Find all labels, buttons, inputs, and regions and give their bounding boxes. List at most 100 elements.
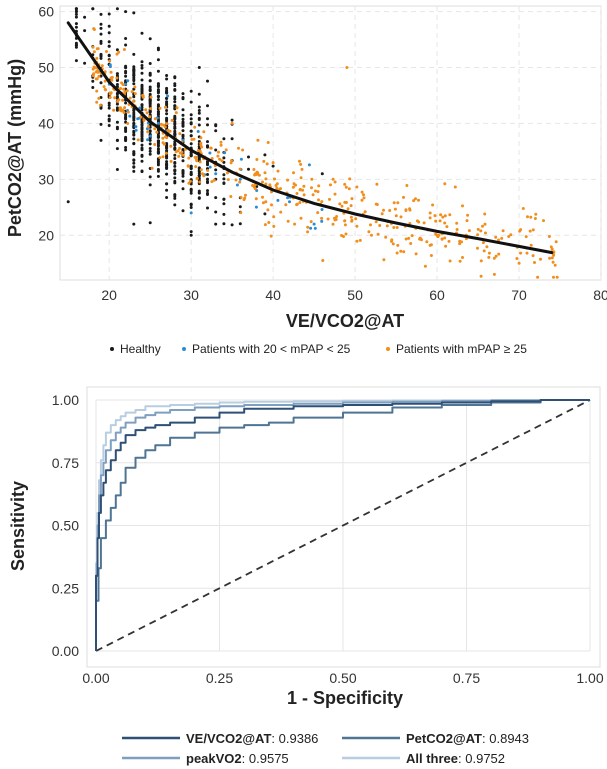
scatter-point-ph-patients (153, 117, 157, 121)
scatter-point-healthy (140, 108, 144, 112)
scatter-point-healthy (124, 101, 128, 105)
scatter-point-ph-patients (309, 220, 313, 224)
scatter-point-ph-patients (350, 197, 354, 201)
scatter-point-ph-patients (492, 256, 496, 260)
scatter-point-healthy (181, 108, 185, 112)
scatter-point-healthy (124, 148, 128, 152)
scatter-point-ph-patients (275, 182, 279, 186)
scatter-point-ph-patients (494, 254, 498, 258)
roc-y-tick-label: 0.50 (52, 518, 79, 534)
roc-y-tick-label: 0.00 (52, 643, 79, 659)
scatter-point-healthy (206, 140, 209, 144)
scatter-point-ph-patients (363, 210, 367, 214)
scatter-point-healthy (140, 83, 144, 87)
scatter-point-healthy (181, 174, 185, 178)
scatter-point-healthy (148, 62, 152, 65)
scatter-point-healthy (74, 12, 78, 16)
scatter-point-healthy (107, 124, 111, 127)
scatter-point-ph-patients (412, 199, 416, 203)
scatter-point-ph-patients (144, 108, 148, 112)
scatter-point-ph-patients (195, 177, 199, 181)
scatter-point-ph-patients (443, 182, 447, 186)
scatter-point-ph-patients (110, 78, 114, 82)
scatter-point-ph-patients (262, 159, 266, 163)
scatter-point-ph-patients (267, 221, 271, 224)
scatter-point-ph-patients (123, 106, 127, 110)
scatter-point-healthy (148, 152, 152, 156)
scatter-point-ph-patients (343, 219, 347, 223)
scatter-point-ph-patients (234, 178, 238, 182)
scatter-point-healthy (165, 167, 169, 170)
scatter-point-ph-patients (422, 221, 426, 225)
scatter-point-healthy (156, 58, 160, 62)
scatter-point-mild-patients (286, 196, 290, 200)
scatter-point-ph-patients (317, 198, 320, 202)
scatter-point-ph-patients (476, 227, 480, 231)
scatter-point-ph-patients (181, 153, 185, 157)
scatter-point-healthy (206, 206, 209, 210)
scatter-point-ph-patients (548, 256, 552, 260)
scatter-point-ph-patients (94, 66, 98, 70)
scatter-point-ph-patients (517, 261, 521, 265)
scatter-point-ph-patients (169, 159, 173, 163)
scatter-point-mild-patients (166, 94, 170, 98)
scatter-point-ph-patients (434, 219, 438, 223)
scatter-point-ph-patients (295, 192, 299, 195)
scatter-point-healthy (197, 109, 201, 112)
scatter-point-ph-patients (220, 159, 224, 163)
scatter-point-ph-patients (529, 215, 533, 219)
scatter-point-healthy (107, 106, 111, 110)
scatter-point-ph-patients (276, 169, 280, 173)
scatter-point-healthy (189, 100, 193, 104)
scatter-point-ph-patients (115, 52, 119, 56)
scatter-point-ph-patients (158, 156, 162, 160)
scatter-y-tick-label: 60 (38, 4, 54, 20)
scatter-point-healthy (214, 210, 218, 214)
scatter-point-healthy (181, 171, 185, 175)
scatter-point-healthy (222, 177, 226, 181)
scatter-point-healthy (148, 130, 152, 133)
scatter-point-ph-patients (438, 219, 442, 223)
scatter-point-ph-patients (170, 118, 174, 122)
scatter-point-healthy (165, 109, 169, 112)
scatter-point-ph-patients (126, 110, 130, 114)
scatter-point-healthy (115, 102, 119, 106)
scatter-x-tick-label: 50 (347, 287, 363, 303)
scatter-point-ph-patients (193, 125, 197, 129)
scatter-point-healthy (181, 187, 185, 191)
scatter-point-ph-patients (355, 239, 359, 243)
scatter-point-healthy (124, 10, 128, 14)
scatter-point-ph-patients (141, 95, 145, 99)
scatter-point-ph-patients (551, 260, 555, 264)
scatter-point-ph-patients (293, 222, 297, 226)
scatter-point-mild-patients (146, 138, 150, 142)
scatter-point-ph-patients (552, 253, 556, 257)
scatter-point-healthy (107, 118, 111, 121)
scatter-point-healthy (214, 123, 218, 127)
scatter-point-healthy (165, 90, 169, 94)
scatter-point-ph-patients (443, 214, 447, 218)
scatter-point-healthy (156, 163, 160, 167)
scatter-point-ph-patients (91, 67, 95, 71)
scatter-point-healthy (189, 113, 193, 117)
legend-label-ph-patients: Patients with mPAP ≥ 25 (396, 342, 527, 356)
roc-legend: VE/VCO2@AT: 0.9386 PetCO2@AT: 0.8943 pea… (122, 731, 529, 766)
scatter-point-healthy (189, 166, 193, 170)
roc-x-tick-label: 0.50 (329, 670, 356, 686)
scatter-point-ph-patients (465, 219, 469, 223)
scatter-point-healthy (197, 92, 201, 96)
scatter-point-ph-patients (128, 96, 132, 100)
legend-sep-allthree: : (458, 751, 465, 766)
scatter-point-ph-patients (396, 243, 400, 247)
scatter-point-healthy (181, 209, 185, 213)
scatter-point-ph-patients (110, 75, 114, 79)
scatter-point-healthy (132, 11, 136, 15)
scatter-point-mild-patients (312, 222, 316, 226)
scatter-x-tick-label: 20 (101, 287, 117, 303)
scatter-point-healthy (165, 119, 169, 123)
roc-y-axis-title: Sensitivity (8, 481, 28, 571)
scatter-point-healthy (181, 92, 185, 96)
scatter-point-ph-patients (133, 92, 137, 96)
roc-x-tick-label: 0.75 (453, 670, 480, 686)
scatter-point-healthy (74, 7, 78, 11)
